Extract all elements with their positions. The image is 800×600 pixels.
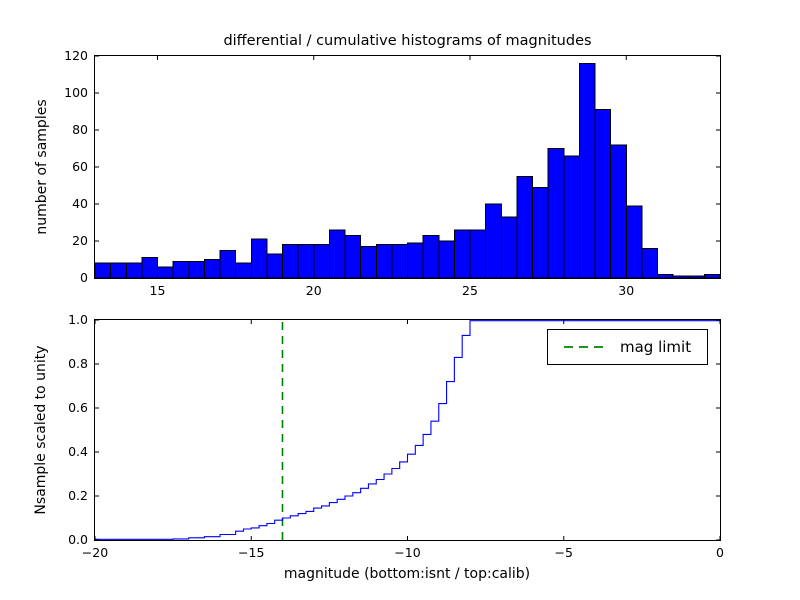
y-tick-label: 0.0	[68, 531, 88, 547]
y-tick-label: 0.4	[68, 443, 88, 459]
y-tick-label: 0	[80, 269, 88, 285]
y-tick-label: 80	[72, 121, 88, 137]
y-tick-label: 100	[64, 84, 88, 100]
x-tick-label: −5	[554, 545, 573, 560]
x-tick-label: 20	[305, 283, 322, 298]
x-tick-label: −15	[238, 545, 265, 560]
legend-label: mag limit	[620, 338, 692, 356]
y-tick-label: 120	[64, 47, 88, 63]
figure-title: differential / cumulative histograms of …	[223, 33, 592, 49]
y-tick-label: 40	[72, 195, 88, 211]
x-tick-label: −20	[81, 545, 109, 560]
y-tick-label: 60	[72, 158, 88, 174]
x-tick-label: 0	[716, 545, 724, 560]
x-axis-label: magnitude (bottom:isnt / top:calib)	[283, 566, 531, 582]
y-tick-label: 0.2	[68, 487, 88, 503]
top-axes-differential-histogram	[94, 55, 721, 279]
y-tick-label: 0.8	[68, 355, 88, 371]
y-tick-label: 20	[72, 232, 88, 248]
y-tick-label: 1.0	[68, 311, 88, 327]
mag-limit-dashed-line-sample	[564, 346, 608, 348]
x-tick-label: −10	[394, 545, 421, 560]
y-tick-label: 0.6	[68, 399, 88, 415]
x-tick-label: 25	[462, 283, 478, 298]
cumulative-histogram-plot	[95, 320, 720, 540]
x-tick-label: 30	[618, 283, 635, 298]
differential-histogram-plot	[95, 56, 720, 278]
legend-box: mag limit	[547, 329, 709, 365]
x-tick-label: 15	[149, 283, 166, 298]
